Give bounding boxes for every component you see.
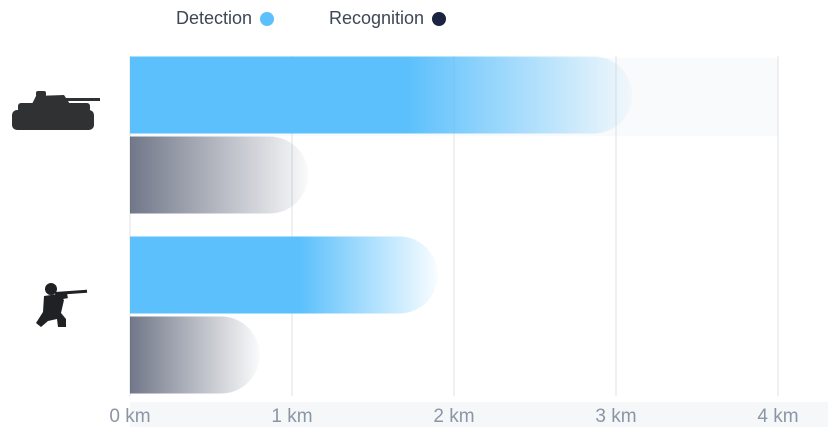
- chart-legend: Detection Recognition: [0, 8, 828, 36]
- bar-detection-soldier: [130, 236, 438, 314]
- legend-label-detection: Detection: [176, 8, 253, 28]
- legend-label-recognition: Recognition: [329, 8, 425, 28]
- legend-item-recognition: Recognition: [329, 8, 447, 29]
- tank-icon: [12, 91, 100, 130]
- soldier-icon: [36, 283, 88, 327]
- x-axis-ticks: 0 km 1 km 2 km 3 km 4 km: [109, 406, 798, 427]
- bar-recognition-soldier: [130, 316, 260, 394]
- legend-item-detection: Detection: [176, 8, 275, 29]
- legend-dot-recognition: [432, 11, 447, 26]
- x-tick-label-0: 0 km: [109, 406, 150, 427]
- axis-band: [130, 402, 828, 427]
- x-tick-label-4: 4 km: [757, 406, 798, 427]
- bars: [130, 56, 633, 394]
- x-tick-label-3: 3 km: [595, 406, 636, 427]
- legend-dot-detection: [260, 11, 275, 26]
- bar-recognition-tank: [130, 136, 309, 214]
- bar-detection-tank: [130, 56, 633, 134]
- x-tick-label-2: 2 km: [433, 406, 474, 427]
- x-tick-label-1: 1 km: [271, 406, 312, 427]
